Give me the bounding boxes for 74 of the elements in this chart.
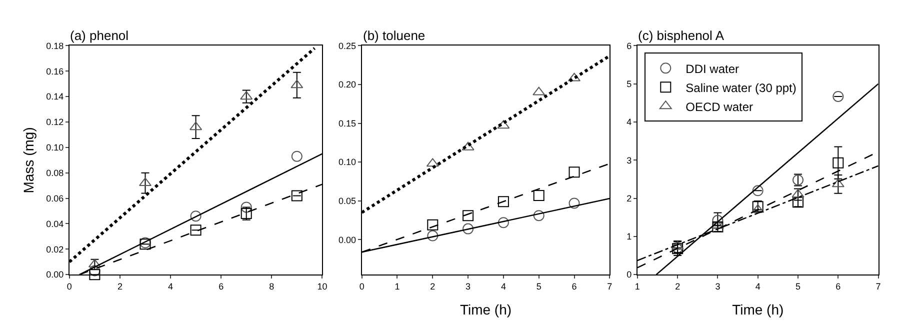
y-tick-label: 0.12 [46, 117, 64, 128]
point [712, 214, 724, 226]
point [462, 223, 474, 234]
point [498, 196, 509, 208]
x-tick-label: 2 [117, 281, 122, 292]
y-tick-label: 0.06 [46, 193, 64, 204]
x-tick-label: 1 [394, 281, 400, 292]
y-tick-label: 0 [626, 270, 632, 280]
x-tick-label: 3 [466, 281, 471, 292]
point [533, 210, 544, 222]
point [752, 185, 764, 196]
y-axis-title: Mass (mg) [20, 127, 37, 194]
y-tick-label: 0.02 [46, 244, 64, 254]
x-tick-label: 6 [218, 281, 224, 292]
y-tick-label: 0.16 [46, 66, 64, 76]
x-tick-label: 1 [634, 281, 640, 292]
x-tick-label: 8 [269, 281, 274, 292]
x-tick-label: 0 [66, 281, 72, 292]
y-tick-label: 6 [626, 40, 632, 51]
x-tick-label: 2 [430, 281, 436, 292]
point [568, 166, 580, 178]
chart-title: (b) toluene [363, 28, 426, 43]
point [832, 90, 844, 102]
point [240, 202, 252, 213]
y-tick-label: 0.25 [338, 40, 356, 51]
x-tick-label: 7 [607, 281, 612, 292]
point [462, 210, 474, 222]
y-tick-label: 0.00 [46, 270, 64, 280]
x-tick-label: 4 [500, 281, 506, 292]
y-tick-label: 4 [626, 117, 632, 128]
chart-title: (c) bisphenol A [638, 28, 724, 43]
x-tick-label: 5 [796, 281, 801, 292]
point [568, 198, 580, 209]
x-axis-title: Time (h) [732, 302, 784, 318]
point [427, 230, 438, 242]
point [89, 265, 100, 276]
x-tick-label: 4 [755, 281, 760, 292]
y-tick-label: 0.00 [338, 234, 356, 245]
y-tick-label: 3 [626, 155, 632, 166]
y-tick-label: 0.15 [338, 118, 356, 128]
x-tick-label: 4 [168, 281, 174, 292]
legend-label: Saline water (30 ppt) [686, 80, 796, 95]
y-tick-label: 0.18 [46, 40, 64, 51]
x-tick-label: 5 [536, 281, 542, 292]
point [291, 150, 302, 162]
y-tick-label: 5 [626, 79, 632, 90]
y-tick-label: 1 [626, 232, 632, 242]
y-tick-label: 0.04 [46, 218, 64, 229]
point [190, 224, 202, 236]
point [533, 190, 544, 201]
y-tick-label: 0.08 [46, 168, 64, 178]
x-tick-label: 0 [359, 281, 364, 292]
x-tick-label: 6 [572, 281, 577, 292]
y-tick-label: 0.20 [338, 80, 356, 90]
point [832, 157, 844, 168]
x-tick-label: 10 [317, 281, 328, 292]
point [291, 190, 302, 202]
x-tick-label: 2 [675, 281, 680, 292]
point [190, 210, 202, 222]
y-tick-label: 2 [626, 193, 632, 204]
x-tick-label: 6 [836, 281, 841, 292]
point [498, 217, 509, 228]
x-axis-title: Time (h) [460, 302, 512, 318]
y-tick-label: 0.14 [46, 92, 64, 102]
y-tick-label: 0.10 [46, 142, 64, 153]
x-tick-label: 3 [715, 281, 720, 292]
y-tick-label: 0.10 [338, 157, 356, 168]
legend-label: DDI water [686, 62, 739, 76]
legend-label: OECD water [686, 100, 754, 114]
y-tick-label: 0.05 [338, 196, 356, 206]
point [89, 269, 100, 280]
point [427, 219, 438, 230]
chart-title: (a) phenol [70, 28, 129, 43]
x-tick-label: 7 [876, 281, 881, 292]
